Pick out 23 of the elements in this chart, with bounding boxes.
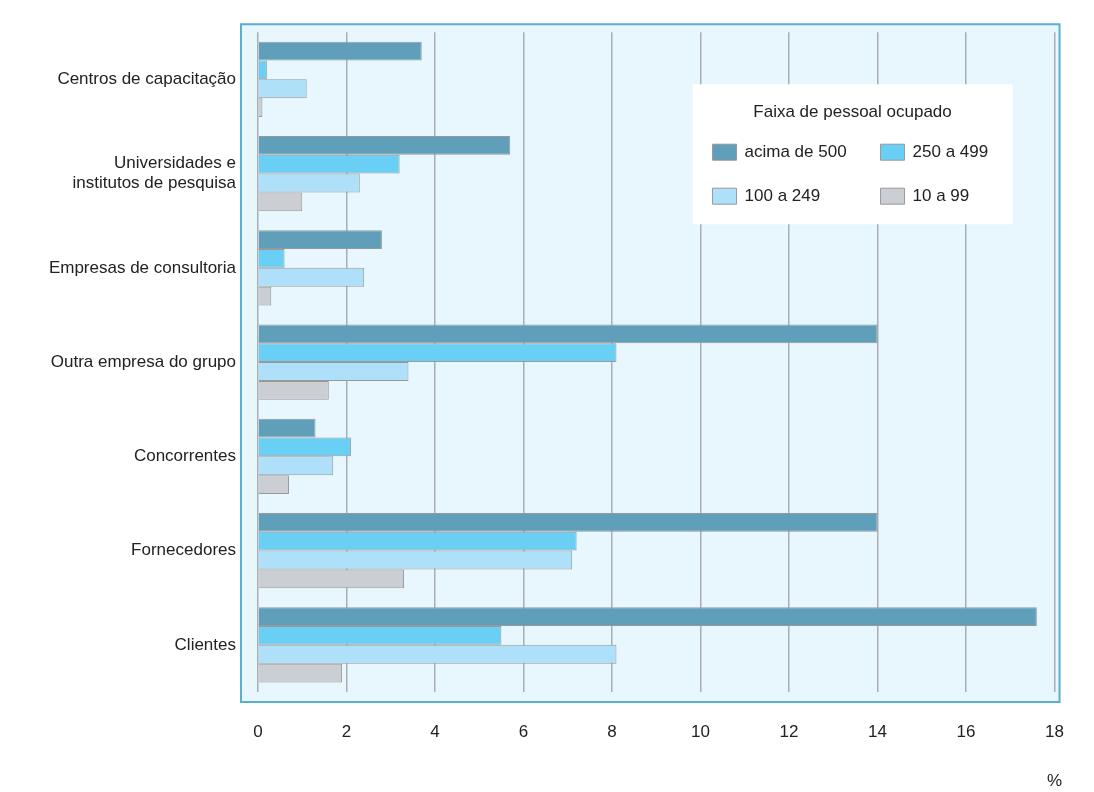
x-tick-label: 14 — [868, 721, 887, 741]
y-tick-label: Centros de capacitação — [57, 69, 236, 89]
x-tick-label: 18 — [1045, 721, 1065, 741]
x-tick-label: 16 — [956, 721, 976, 741]
y-tick-label: Fornecedores — [131, 540, 236, 560]
legend-label: acima de 500 — [744, 141, 847, 161]
y-tick-label: Outra empresa do grupo — [50, 351, 236, 371]
x-tick-label: 10 — [691, 721, 710, 741]
x-tick-label: 12 — [779, 721, 799, 741]
legend-label: 100 a 249 — [744, 185, 821, 205]
legend-title: Faixa de pessoal ocupado — [753, 101, 952, 121]
legend-label: 250 a 499 — [912, 141, 989, 161]
legend-label: 10 a 99 — [912, 185, 970, 205]
x-axis-title: % — [1046, 771, 1063, 791]
y-tick-label: Universidades e institutos de pesquisa — [72, 153, 237, 193]
x-tick-label: 0 — [253, 721, 263, 741]
x-tick-label: 2 — [341, 721, 352, 741]
y-tick-label: Concorrentes — [133, 446, 236, 466]
y-tick-label: Empresas de consultoria — [48, 257, 237, 277]
x-tick-label: 8 — [607, 721, 617, 741]
y-tick-label: Clientes — [174, 634, 236, 654]
x-tick-label: 4 — [430, 721, 440, 741]
x-tick-label: 6 — [518, 721, 529, 741]
